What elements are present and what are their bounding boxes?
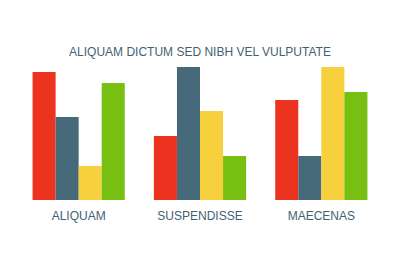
svg-text:MAECENAS: MAECENAS [288, 209, 355, 223]
svg-text:SUSPENDISSE: SUSPENDISSE [157, 209, 242, 223]
svg-text:ALIQUAM: ALIQUAM [52, 209, 106, 223]
svg-text:ALIQUAM DICTUM SED NIBH VEL VU: ALIQUAM DICTUM SED NIBH VEL VULPUTATE [69, 45, 331, 59]
